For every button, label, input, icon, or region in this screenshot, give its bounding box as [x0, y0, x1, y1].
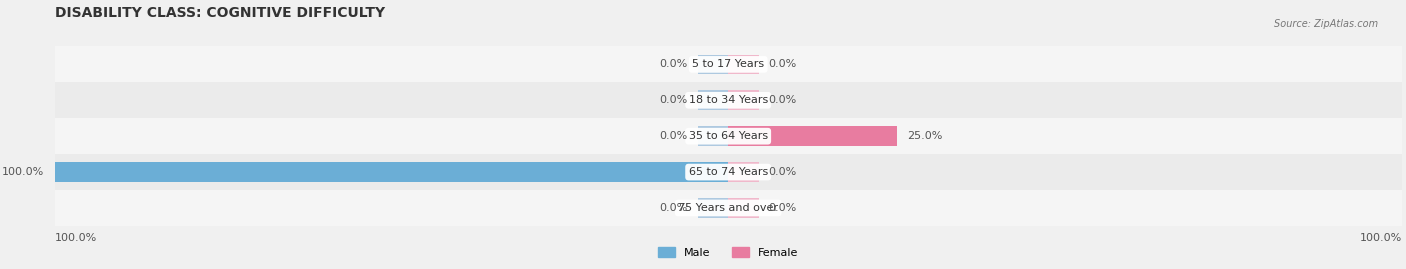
Bar [728, 198, 758, 218]
Text: 35 to 64 Years: 35 to 64 Years [689, 131, 768, 141]
Text: 0.0%: 0.0% [659, 59, 688, 69]
Text: 65 to 74 Years: 65 to 74 Years [689, 167, 768, 177]
Bar [697, 198, 728, 218]
Text: 75 Years and over: 75 Years and over [678, 203, 778, 213]
Bar [697, 55, 728, 74]
Bar [728, 90, 758, 110]
Bar [55, 154, 1402, 190]
Text: 0.0%: 0.0% [769, 95, 797, 105]
Text: 0.0%: 0.0% [769, 203, 797, 213]
Text: 0.0%: 0.0% [769, 59, 797, 69]
Text: 0.0%: 0.0% [769, 167, 797, 177]
Text: 0.0%: 0.0% [659, 131, 688, 141]
Bar [728, 55, 758, 74]
Text: 100.0%: 100.0% [3, 167, 45, 177]
Bar [55, 47, 1402, 82]
Bar [697, 126, 728, 146]
Bar [728, 162, 758, 182]
Bar [697, 90, 728, 110]
Text: 100.0%: 100.0% [55, 233, 97, 243]
Legend: Male, Female: Male, Female [654, 243, 803, 263]
Text: 5 to 17 Years: 5 to 17 Years [692, 59, 765, 69]
Bar [55, 118, 1402, 154]
Bar [55, 190, 1402, 226]
Bar [55, 162, 728, 182]
Text: Source: ZipAtlas.com: Source: ZipAtlas.com [1274, 19, 1378, 29]
Text: 25.0%: 25.0% [907, 131, 942, 141]
Text: DISABILITY CLASS: COGNITIVE DIFFICULTY: DISABILITY CLASS: COGNITIVE DIFFICULTY [55, 6, 385, 20]
Bar [728, 126, 897, 146]
Bar [697, 162, 728, 182]
Bar [55, 82, 1402, 118]
Bar [728, 126, 758, 146]
Text: 100.0%: 100.0% [1360, 233, 1402, 243]
Text: 18 to 34 Years: 18 to 34 Years [689, 95, 768, 105]
Text: 0.0%: 0.0% [659, 95, 688, 105]
Text: 0.0%: 0.0% [659, 203, 688, 213]
